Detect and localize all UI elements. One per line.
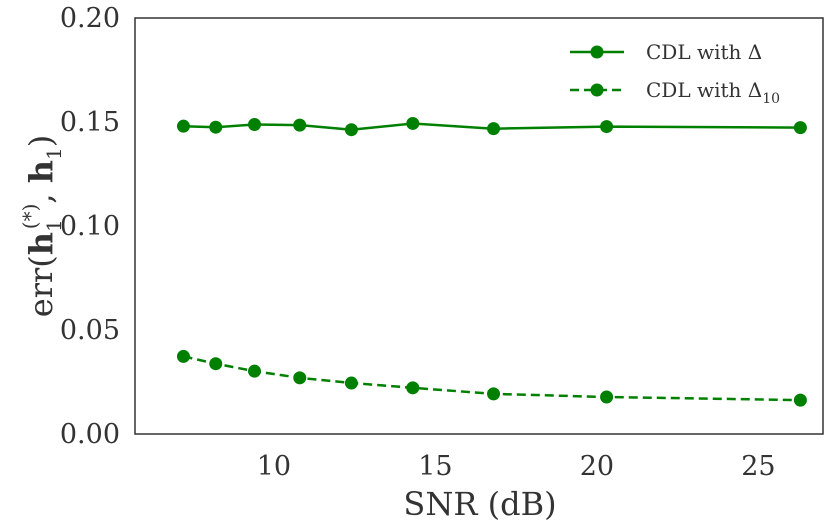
series-2-point xyxy=(209,357,223,371)
x-tick-label: 10 xyxy=(257,451,291,482)
series-1-point xyxy=(248,117,262,131)
series-2-point xyxy=(293,371,307,385)
legend-label-1: CDL with Δ xyxy=(646,40,762,64)
x-axis-ticks: 10 15 20 25 xyxy=(257,451,776,482)
y-axis-label: err(h1(*), h1) xyxy=(18,135,66,317)
series-2-point xyxy=(176,349,190,363)
series-layer xyxy=(176,116,807,407)
series-1-point xyxy=(487,122,501,136)
series-1-point xyxy=(793,121,807,135)
series-1-point xyxy=(176,119,190,133)
y-tick-label: 0.20 xyxy=(60,3,120,34)
series-1-point xyxy=(406,116,420,130)
plot-frame xyxy=(134,17,824,435)
series-2-point xyxy=(600,390,614,404)
y-tick-label: 0.05 xyxy=(60,315,120,346)
series-1-point xyxy=(344,123,358,137)
y-tick-label: 0.15 xyxy=(60,107,120,138)
plot-area xyxy=(134,17,824,435)
series-2-point xyxy=(248,364,262,378)
y-tick-label: 0.00 xyxy=(60,419,120,450)
y-tick-label: 0.10 xyxy=(60,211,120,242)
legend-label-2: CDL with Δ10 xyxy=(646,78,780,107)
series-2-point xyxy=(793,393,807,407)
series-1-point xyxy=(293,118,307,132)
series-1-point xyxy=(209,120,223,134)
x-axis-label: SNR (dB) xyxy=(403,485,556,523)
y-axis-ticks: 0.00 0.05 0.10 0.15 0.20 xyxy=(60,3,120,450)
legend: CDL with Δ CDL with Δ10 xyxy=(570,40,780,107)
series-2-point xyxy=(487,387,501,401)
x-tick-label: 20 xyxy=(580,451,614,482)
x-tick-label: 15 xyxy=(418,451,452,482)
legend-marker-1 xyxy=(590,45,604,59)
legend-marker-2 xyxy=(590,83,604,97)
series-2-point xyxy=(344,376,358,390)
x-tick-label: 25 xyxy=(741,451,775,482)
series-2-point xyxy=(406,381,420,395)
series-1-point xyxy=(600,120,614,134)
